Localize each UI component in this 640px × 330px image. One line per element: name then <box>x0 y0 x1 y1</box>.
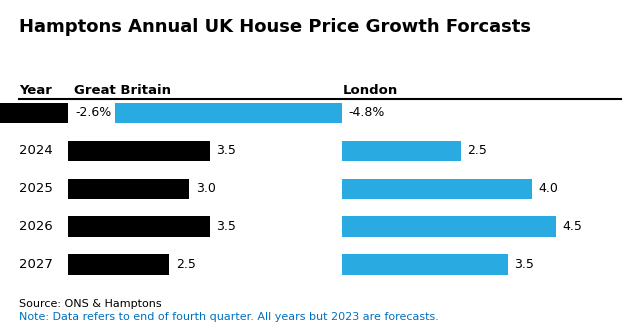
Text: 2024: 2024 <box>19 144 53 157</box>
Text: Hamptons Annual UK House Price Growth Forcasts: Hamptons Annual UK House Price Growth Fo… <box>19 18 531 36</box>
Text: 3.5: 3.5 <box>216 144 236 157</box>
Bar <box>342 254 508 275</box>
Text: 2023: 2023 <box>19 106 53 119</box>
Text: Great Britain: Great Britain <box>74 84 171 97</box>
Bar <box>342 141 461 161</box>
Text: 2.5: 2.5 <box>467 144 487 157</box>
Text: London: London <box>342 84 397 97</box>
Text: 2.5: 2.5 <box>175 258 196 271</box>
Text: 3.0: 3.0 <box>196 182 216 195</box>
Text: 2026: 2026 <box>19 220 53 233</box>
Text: 4.5: 4.5 <box>562 220 582 233</box>
Text: Year: Year <box>19 84 52 97</box>
Bar <box>68 141 210 161</box>
Text: 4.0: 4.0 <box>538 182 558 195</box>
Bar <box>115 103 342 123</box>
Bar <box>68 216 210 237</box>
Text: -2.6%: -2.6% <box>75 106 111 119</box>
Text: Note: Data refers to end of fourth quarter. All years but 2023 are forecasts.: Note: Data refers to end of fourth quart… <box>19 312 439 322</box>
Text: 2027: 2027 <box>19 258 53 271</box>
Bar <box>68 179 189 199</box>
Bar <box>342 179 532 199</box>
Bar <box>68 254 170 275</box>
Text: Source: ONS & Hamptons: Source: ONS & Hamptons <box>19 299 162 309</box>
Bar <box>0 103 68 123</box>
Bar <box>342 216 556 237</box>
Text: 2025: 2025 <box>19 182 53 195</box>
Text: 3.5: 3.5 <box>515 258 534 271</box>
Text: -4.8%: -4.8% <box>349 106 385 119</box>
Text: 3.5: 3.5 <box>216 220 236 233</box>
